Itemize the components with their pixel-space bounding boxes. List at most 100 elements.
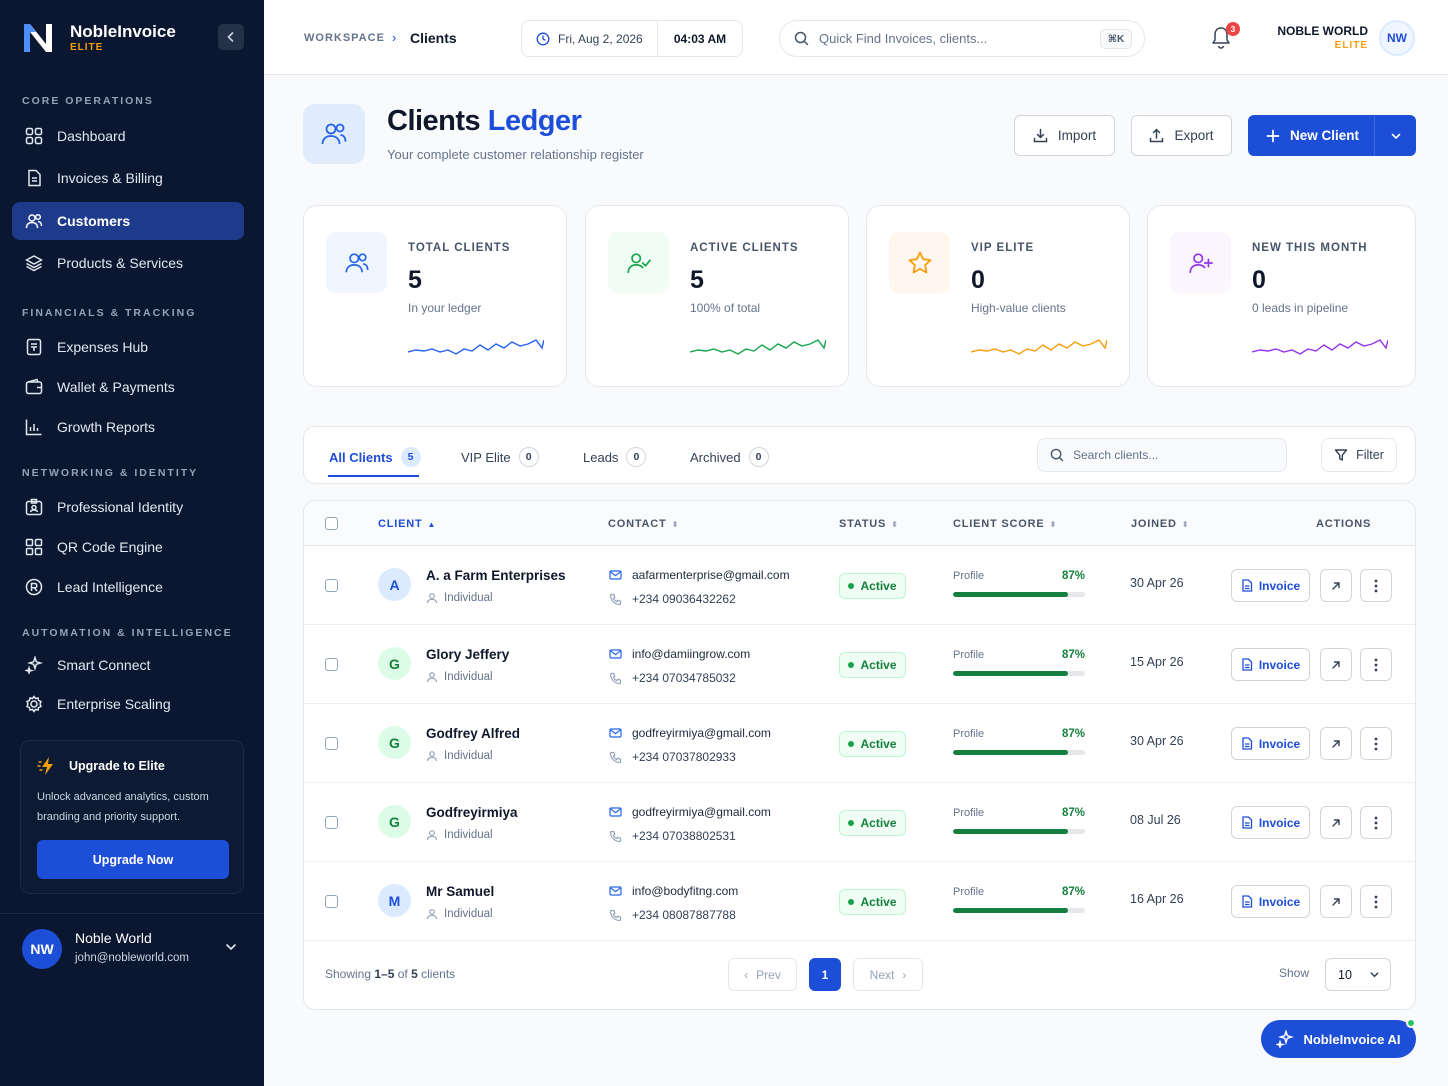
import-button[interactable]: Import (1014, 115, 1115, 156)
create-invoice-button[interactable]: Invoice (1231, 885, 1310, 918)
open-client-button[interactable] (1320, 727, 1352, 760)
new-client-main[interactable]: New Client (1248, 115, 1375, 156)
column-header-client-score[interactable]: CLIENT SCORE ⬍ (953, 518, 1057, 530)
tab-leads[interactable]: Leads 0 (583, 447, 647, 467)
sidebar-item-enterprise-scaling[interactable]: Enterprise Scaling (12, 685, 244, 723)
tab-archived[interactable]: Archived 0 (690, 447, 769, 467)
export-button[interactable]: Export (1131, 115, 1232, 156)
more-options-button[interactable] (1360, 806, 1392, 839)
open-client-button[interactable] (1320, 885, 1352, 918)
client-email[interactable]: godfreyirmiya@gmail.com (609, 805, 771, 819)
table-row[interactable]: G Godfreyirmiya Individual godfreyirmiya… (304, 783, 1415, 862)
open-client-button[interactable] (1320, 569, 1352, 602)
org-avatar[interactable]: NW (1379, 20, 1415, 56)
client-phone[interactable]: +234 07038802531 (609, 829, 736, 843)
breadcrumb-workspace[interactable]: WORKSPACE (304, 32, 385, 44)
filter-button[interactable]: Filter (1321, 438, 1397, 472)
table-row[interactable]: G Glory Jeffery Individual info@damiingr… (304, 625, 1415, 704)
client-type-label: Individual (444, 750, 493, 762)
client-email[interactable]: aafarmenterprise@gmail.com (609, 568, 790, 582)
create-invoice-button[interactable]: Invoice (1231, 569, 1310, 602)
upgrade-now-button[interactable]: Upgrade Now (37, 840, 229, 879)
sidebar-item-customers[interactable]: Customers (12, 202, 244, 240)
client-name[interactable]: Godfrey Alfred (426, 726, 521, 741)
table-row[interactable]: M Mr Samuel Individual info@bodyfitng.co… (304, 862, 1415, 941)
sidebar-item-professional-identity[interactable]: Professional Identity (12, 488, 244, 526)
client-type-label: Individual (444, 829, 493, 841)
column-header-joined[interactable]: JOINED ⬍ (1131, 518, 1189, 530)
column-header-contact[interactable]: CONTACT ⬍ (608, 518, 679, 530)
prev-page-button[interactable]: ‹ Prev (728, 958, 797, 991)
sidebar-item-invoices[interactable]: Invoices & Billing (12, 159, 244, 197)
client-phone[interactable]: +234 07037802933 (609, 750, 736, 764)
bell-icon[interactable] (1210, 26, 1232, 50)
collapse-sidebar-button[interactable] (218, 24, 244, 50)
client-email[interactable]: godfreyirmiya@gmail.com (609, 726, 771, 740)
table-row[interactable]: A A. a Farm Enterprises Individual aafar… (304, 546, 1415, 625)
pagination-of: of (397, 967, 408, 981)
row-checkbox[interactable] (325, 579, 338, 592)
more-options-button[interactable] (1360, 885, 1392, 918)
current-date: Fri, Aug 2, 2026 (558, 31, 643, 46)
search-icon (794, 31, 809, 46)
more-options-button[interactable] (1360, 727, 1392, 760)
row-checkbox[interactable] (325, 658, 338, 671)
status-label: Active (860, 895, 897, 909)
create-invoice-button[interactable]: Invoice (1231, 806, 1310, 839)
users-icon (24, 211, 44, 231)
arrow-up-right-icon (1332, 739, 1340, 748)
client-phone[interactable]: +234 07034785032 (609, 671, 736, 685)
create-invoice-button[interactable]: Invoice (1231, 727, 1310, 760)
sidebar-item-products[interactable]: Products & Services (12, 244, 244, 282)
create-invoice-button[interactable]: Invoice (1231, 648, 1310, 681)
more-options-button[interactable] (1360, 648, 1392, 681)
open-client-button[interactable] (1320, 648, 1352, 681)
client-name[interactable]: Glory Jeffery (426, 647, 510, 662)
client-email[interactable]: info@damiingrow.com (609, 647, 750, 661)
column-header-status[interactable]: STATUS ⬍ (839, 518, 899, 530)
joined-date: 30 Apr 26 (1130, 734, 1184, 748)
select-all-checkbox[interactable] (325, 517, 338, 530)
new-client-dropdown[interactable] (1375, 130, 1416, 142)
chevron-down-icon[interactable] (224, 940, 238, 954)
user-avatar[interactable]: NW (22, 929, 62, 969)
pagination-prefix: Showing (325, 967, 372, 981)
client-search-input[interactable]: Search clients... (1037, 438, 1287, 472)
users-icon (321, 123, 347, 145)
sidebar-item-smart-connect[interactable]: Smart Connect (12, 646, 244, 684)
sidebar-item-growth-reports[interactable]: Growth Reports (12, 408, 244, 446)
score-label: Profile (953, 570, 985, 582)
client-name[interactable]: A. a Farm Enterprises (426, 568, 566, 583)
brand[interactable]: NobleInvoice ELITE (22, 20, 244, 60)
client-name[interactable]: Godfreyirmiya (426, 805, 518, 820)
more-options-button[interactable] (1360, 569, 1392, 602)
tab-vip-elite[interactable]: VIP Elite 0 (461, 447, 539, 467)
sidebar-item-qr-code-engine[interactable]: QR Code Engine (12, 528, 244, 566)
sidebar-item-dashboard[interactable]: Dashboard (12, 117, 244, 155)
ai-assistant-button[interactable]: NobleInvoice AI (1261, 1020, 1416, 1058)
sidebar-item-lead-intelligence[interactable]: Lead Intelligence (12, 568, 244, 606)
score-progress-fill (953, 671, 1068, 676)
client-phone[interactable]: +234 09036432262 (609, 592, 736, 606)
column-header-client[interactable]: CLIENT ▲ (378, 518, 436, 530)
page-1-button[interactable]: 1 (809, 958, 841, 991)
row-checkbox[interactable] (325, 816, 338, 829)
next-page-button[interactable]: Next › (853, 958, 923, 991)
open-client-button[interactable] (1320, 806, 1352, 839)
sidebar-item-expenses[interactable]: Expenses Hub (12, 328, 244, 366)
table-row[interactable]: G Godfrey Alfred Individual godfreyirmiy… (304, 704, 1415, 783)
wallet-icon (24, 377, 44, 397)
client-email[interactable]: info@bodyfitng.com (609, 884, 738, 898)
client-phone[interactable]: +234 08087887788 (609, 908, 736, 922)
page-size-select[interactable]: 10 (1325, 958, 1391, 991)
stat-subtext: 100% of total (690, 301, 761, 315)
row-checkbox[interactable] (325, 895, 338, 908)
client-type: Individual (426, 908, 493, 920)
new-client-button[interactable]: New Client (1248, 115, 1416, 156)
tab-all-clients[interactable]: All Clients 5 (329, 447, 421, 467)
row-checkbox[interactable] (325, 737, 338, 750)
client-name[interactable]: Mr Samuel (426, 884, 495, 899)
sidebar-item-wallet[interactable]: Wallet & Payments (12, 368, 244, 406)
global-search-input[interactable]: Quick Find Invoices, clients... ⌘K (779, 20, 1145, 57)
more-vertical-icon (1374, 737, 1378, 750)
